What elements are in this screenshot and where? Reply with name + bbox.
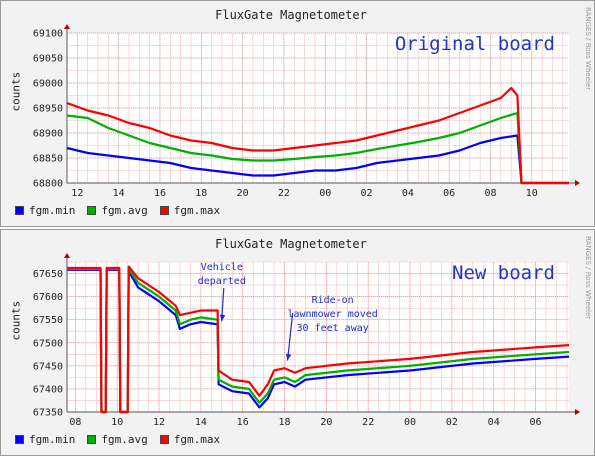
x-tick-label: 20 — [237, 188, 249, 199]
chart-title: FluxGate Magnetometer — [215, 8, 367, 22]
x-tick-label: 02 — [361, 188, 373, 199]
legend-swatch-max — [159, 206, 169, 215]
x-tick-label: 16 — [237, 417, 249, 428]
legend-item-max: fgm.max — [159, 433, 221, 446]
y-tick-label: 69050 — [33, 54, 63, 65]
legend-item-min: fgm.min — [15, 433, 75, 446]
watermark: RANGES / Ross Wheeler — [584, 7, 592, 91]
y-tick-label: 67400 — [33, 384, 63, 395]
chart-title: FluxGate Magnetometer — [215, 237, 367, 251]
x-axis-arrow — [575, 409, 580, 415]
y-tick-label: 67550 — [33, 315, 63, 326]
legend: fgm.min fgm.avg fgm.max — [15, 204, 220, 217]
legend-label-avg: fgm.avg — [101, 433, 148, 446]
x-axis-arrow — [575, 180, 580, 186]
annotation-text: Ride-on — [312, 295, 354, 306]
y-tick-label: 67600 — [33, 292, 63, 303]
y-tick-label: 67650 — [33, 269, 63, 280]
legend-swatch-max — [159, 435, 169, 444]
legend-item-avg: fgm.avg — [87, 204, 148, 217]
x-tick-label: 18 — [279, 417, 291, 428]
legend-label-min: fgm.min — [29, 433, 76, 446]
x-tick-label: 00 — [404, 417, 416, 428]
board-label: Original board — [395, 33, 555, 55]
annotation-text: 30 feet away — [297, 323, 369, 334]
x-tick-label: 14 — [113, 188, 125, 199]
x-tick-label: 00 — [319, 188, 331, 199]
series-line-fgm-max — [67, 265, 570, 414]
x-tick-label: 08 — [69, 417, 81, 428]
x-tick-label: 06 — [530, 417, 542, 428]
x-tick-label: 02 — [446, 417, 458, 428]
x-tick-label: 18 — [195, 188, 207, 199]
annotation-text: departed — [198, 276, 246, 287]
x-tick-label: 22 — [278, 188, 290, 199]
annotation-arrow-head — [219, 314, 226, 322]
legend-swatch-avg — [87, 435, 97, 444]
x-tick-label: 04 — [402, 188, 414, 199]
y-tick-label: 67350 — [33, 408, 63, 419]
y-axis-arrow — [64, 253, 70, 258]
x-tick-label: 08 — [484, 188, 496, 199]
legend-swatch-min — [15, 435, 24, 444]
plot-area: 68800 68850 68900 68950 69000 69050 69100 12 14 1… — [33, 24, 580, 199]
y-axis-arrow — [64, 24, 70, 29]
legend-swatch-min — [15, 206, 24, 215]
legend-label-min: fgm.min — [29, 204, 76, 217]
y-tick-label: 69100 — [33, 29, 63, 40]
annotation-arrow-line — [286, 312, 294, 361]
series-line-fgm-avg — [66, 111, 569, 185]
x-tick-label: 12 — [71, 188, 83, 199]
legend-label-avg: fgm.avg — [101, 204, 148, 217]
x-tick-label: 10 — [111, 417, 123, 428]
annotation-text: Vehicle — [201, 262, 243, 273]
magnetometer-chart-new: FluxGate Magnetometer counts RANGES / Ro… — [0, 229, 595, 456]
series-line-fgm-min — [66, 134, 569, 185]
y-tick-label: 68850 — [33, 154, 63, 165]
x-tick-label: 22 — [362, 417, 374, 428]
legend-item-max: fgm.max — [159, 204, 221, 217]
y-tick-label: 69000 — [33, 79, 63, 90]
y-tick-label: 68800 — [33, 179, 63, 190]
legend-label-max: fgm.max — [173, 433, 221, 446]
board-label: New board — [452, 262, 555, 284]
x-tick-label: 10 — [526, 188, 538, 199]
x-tick-label: 12 — [153, 417, 165, 428]
y-tick-label: 67450 — [33, 361, 63, 372]
legend: fgm.min fgm.avg fgm.max — [15, 433, 220, 446]
x-tick-label: 14 — [195, 417, 207, 428]
watermark: RANGES / Ross Wheeler — [584, 236, 592, 320]
series-line-fgm-max — [66, 86, 569, 185]
y-tick-label: 68950 — [33, 104, 63, 115]
x-tick-label: 16 — [154, 188, 166, 199]
y-tick-label: 67500 — [33, 338, 63, 349]
plot-area: 67350 67400 67450 67500 67550 67600 67650 08 10 1… — [33, 253, 580, 428]
legend-swatch-avg — [87, 206, 97, 215]
legend-item-min: fgm.min — [15, 204, 75, 217]
legend-label-max: fgm.max — [173, 204, 221, 217]
x-tick-label: 20 — [320, 417, 332, 428]
y-tick-label: 68900 — [33, 129, 63, 140]
annotation-arrow-head — [285, 353, 292, 361]
annotation-text: lawnmower moved — [287, 309, 377, 320]
x-tick-label: 06 — [443, 188, 455, 199]
legend-item-avg: fgm.avg — [87, 433, 148, 446]
x-tick-label: 04 — [488, 417, 500, 428]
magnetometer-chart-original: FluxGate Magnetometer counts RANGES / Ro… — [0, 0, 595, 227]
